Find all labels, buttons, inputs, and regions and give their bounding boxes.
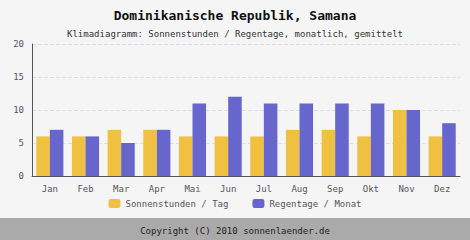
svg-text:Sep: Sep — [327, 184, 343, 194]
svg-text:Jun: Jun — [220, 184, 236, 194]
svg-text:Mai: Mai — [184, 184, 200, 194]
svg-text:Copyright (C) 2010 sonnenlaend: Copyright (C) 2010 sonnenlaender.de — [140, 226, 330, 236]
svg-text:15: 15 — [13, 72, 24, 82]
svg-text:5: 5 — [19, 138, 24, 148]
svg-text:Dominikanische Republik, Saman: Dominikanische Republik, Samana — [114, 8, 357, 23]
svg-text:Klimadiagramm: Sonnenstunden /: Klimadiagramm: Sonnenstunden / Regentage… — [67, 29, 403, 39]
svg-text:0: 0 — [19, 171, 24, 181]
svg-text:Apr: Apr — [149, 184, 166, 194]
svg-text:Mar: Mar — [113, 184, 130, 194]
svg-text:Regentage / Monat: Regentage / Monat — [269, 199, 361, 209]
svg-text:Feb: Feb — [77, 184, 93, 194]
svg-text:20: 20 — [13, 39, 24, 49]
svg-text:Nov: Nov — [398, 184, 414, 194]
svg-text:Dez: Dez — [434, 184, 450, 194]
svg-text:Jan: Jan — [42, 184, 58, 194]
svg-text:Aug: Aug — [291, 184, 307, 194]
svg-text:10: 10 — [13, 105, 24, 115]
svg-text:Okt: Okt — [363, 184, 379, 194]
svg-text:Jul: Jul — [256, 184, 272, 194]
svg-text:Sonnenstunden / Tag: Sonnenstunden / Tag — [125, 199, 228, 209]
